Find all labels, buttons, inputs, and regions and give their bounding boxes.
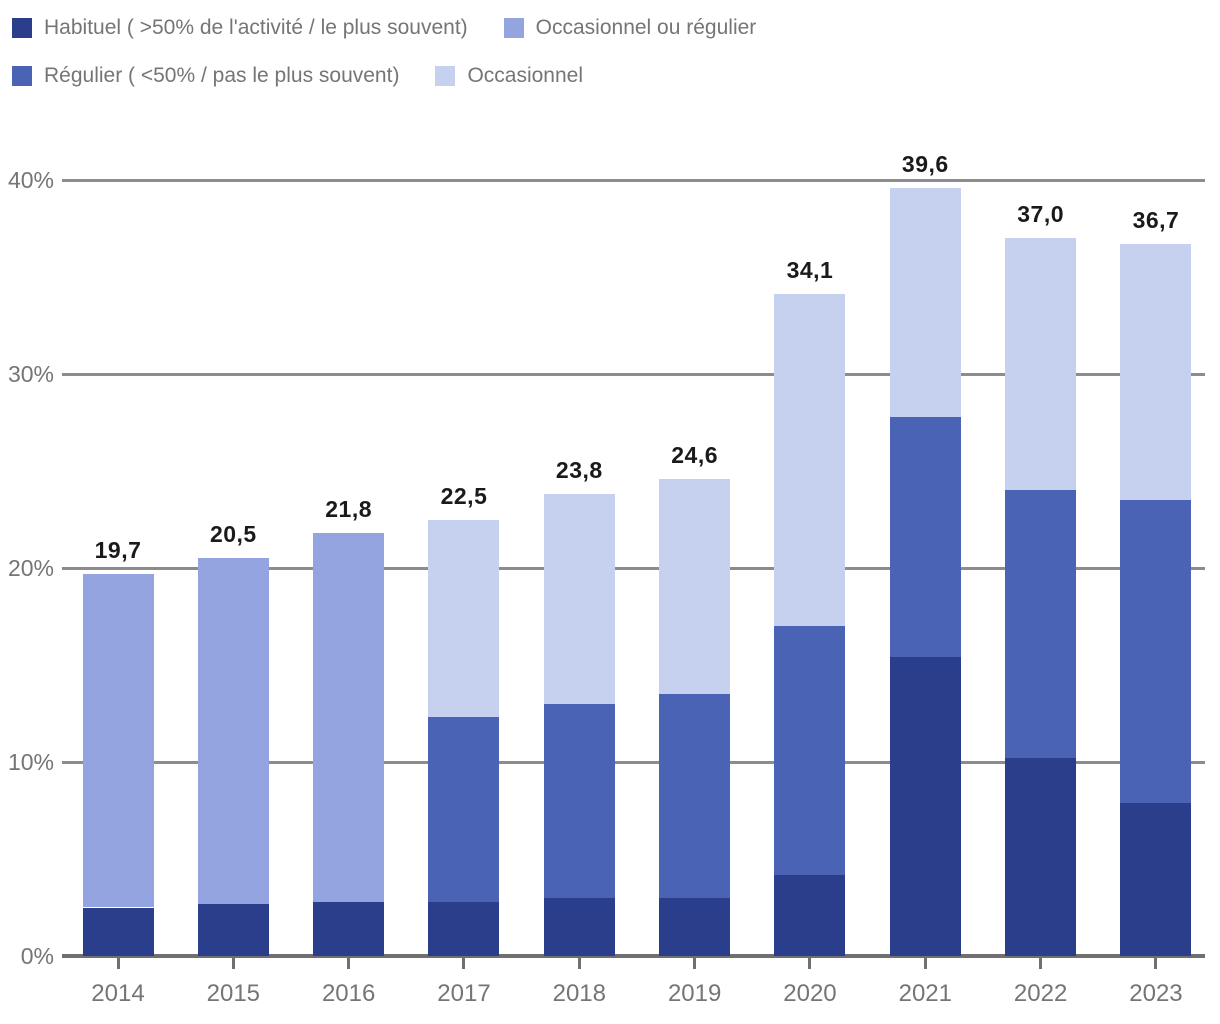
- legend-swatch-regulier: [12, 66, 32, 86]
- bar-segment-2020-régulier: [774, 626, 846, 875]
- x-axis-tick-2016: [347, 958, 351, 969]
- bar-2020: [774, 0, 846, 956]
- gridline-10: [62, 760, 1205, 764]
- bar-segment-2023-régulier: [1120, 500, 1192, 803]
- x-axis-label-2018: 2018: [552, 980, 606, 1007]
- x-axis-tick-2018: [577, 958, 581, 969]
- gridline-20: [62, 566, 1205, 570]
- total-label-2023: 36,7: [1132, 207, 1180, 234]
- x-axis-label-2017: 2017: [437, 980, 491, 1007]
- bar-2022: [1005, 0, 1077, 956]
- bar-segment-2016-occasionnel: [313, 533, 385, 902]
- total-label-2016: 21,8: [325, 496, 373, 523]
- chart-legend: Habituel ( >50% de l'activité / le plus …: [12, 16, 756, 88]
- total-label-2020: 34,1: [786, 257, 834, 284]
- bar-segment-2017-régulier: [428, 717, 500, 902]
- bar-segment-2021-régulier: [889, 416, 961, 658]
- bar-segment-2018-habituel: [543, 897, 615, 956]
- y-axis-label-40: 40%: [7, 167, 54, 193]
- x-axis-tick-2022: [1039, 958, 1043, 969]
- bar-2018: [543, 0, 615, 956]
- x-axis-label-2020: 2020: [783, 980, 837, 1007]
- bar-segment-2014-habituel: [82, 907, 154, 956]
- legend-row-2: Régulier ( <50% / pas le plus souvent) Oc…: [12, 64, 756, 88]
- bar-2015: [197, 0, 269, 956]
- bar-segment-2023-habituel: [1120, 802, 1192, 956]
- x-axis-line: [62, 954, 1205, 958]
- y-axis-label-20: 20%: [7, 555, 54, 581]
- bar-segment-2021-habituel: [889, 657, 961, 956]
- bar-segment-2020-habituel: [774, 874, 846, 956]
- bar-segment-2018-occasionnel: [543, 494, 615, 704]
- bar-segment-2020-occasionnel: [774, 294, 846, 627]
- legend-item-regulier: Régulier ( <50% / pas le plus souvent): [12, 64, 399, 88]
- bar-segment-2019-occasionnel: [659, 478, 731, 695]
- bar-2016: [313, 0, 385, 956]
- legend-label-regulier: Régulier ( <50% / pas le plus souvent): [44, 64, 400, 87]
- total-label-2014: 19,7: [94, 536, 142, 563]
- bar-segment-2017-occasionnel: [428, 519, 500, 718]
- bar-segment-2015-occasionnel: [197, 558, 269, 904]
- x-axis-label-2021: 2021: [898, 980, 952, 1007]
- bar-2019: [659, 0, 731, 956]
- gridline-30: [62, 372, 1205, 376]
- legend-item-occasionnel_ou_regulier: Occasionnel ou régulier: [503, 16, 757, 40]
- legend-swatch-occasionnel_ou_regulier: [503, 18, 524, 38]
- bar-segment-2022-habituel: [1005, 758, 1077, 956]
- legend-item-occasionnel: Occasionnel: [435, 64, 583, 88]
- total-label-2021: 39,6: [901, 150, 949, 177]
- bar-segment-2014-occasionnel: [82, 573, 154, 908]
- bar-segment-2019-régulier: [659, 694, 731, 898]
- x-axis-tick-2021: [923, 958, 927, 969]
- legend-swatch-occasionnel: [435, 66, 456, 86]
- total-label-2015: 20,5: [209, 521, 257, 548]
- legend-swatch-habituel: [12, 18, 32, 38]
- x-axis-label-2016: 2016: [321, 980, 376, 1007]
- bar-2017: [428, 0, 500, 956]
- gridline-40: [62, 178, 1205, 182]
- total-label-2018: 23,8: [555, 457, 603, 484]
- total-label-2019: 24,6: [671, 441, 719, 468]
- x-axis-tick-2023: [1154, 958, 1158, 969]
- bar-segment-2016-habituel: [313, 901, 385, 956]
- x-axis-label-2022: 2022: [1013, 980, 1068, 1007]
- bar-segment-2021-occasionnel: [889, 187, 961, 417]
- bar-2023: [1120, 0, 1192, 956]
- bar-segment-2019-habituel: [659, 897, 731, 956]
- legend-row-1: Habituel ( >50% de l'activité / le plus …: [12, 16, 756, 40]
- legend-label-occasionnel_ou_regulier: Occasionnel ou régulier: [535, 16, 757, 39]
- bar-2014: [82, 0, 154, 956]
- y-axis-label-0: 0%: [20, 943, 54, 969]
- x-axis-tick-2015: [231, 958, 235, 969]
- x-axis-tick-2019: [693, 958, 697, 969]
- x-axis-label-2019: 2019: [667, 980, 722, 1007]
- bar-segment-2022-régulier: [1005, 490, 1077, 759]
- bar-segment-2018-régulier: [543, 703, 615, 898]
- total-label-2017: 22,5: [440, 482, 488, 509]
- bar-segment-2022-occasionnel: [1005, 238, 1077, 491]
- x-axis-label-2023: 2023: [1129, 980, 1183, 1007]
- x-axis-tick-2020: [808, 958, 812, 969]
- bar-2021: [889, 0, 961, 956]
- bar-segment-2015-habituel: [197, 903, 269, 956]
- y-axis-label-30: 30%: [7, 361, 54, 387]
- legend-item-habituel: Habituel ( >50% de l'activité / le plus …: [12, 16, 468, 40]
- x-axis-label-2015: 2015: [206, 980, 261, 1007]
- x-axis-tick-2014: [116, 958, 120, 969]
- total-label-2022: 37,0: [1017, 201, 1064, 228]
- bar-segment-2023-occasionnel: [1120, 244, 1192, 501]
- x-axis-label-2014: 2014: [91, 980, 145, 1007]
- bar-segment-2017-habituel: [428, 901, 500, 956]
- legend-label-habituel: Habituel ( >50% de l'activité / le plus …: [44, 16, 468, 39]
- y-axis-label-10: 10%: [7, 749, 54, 775]
- x-axis-tick-2017: [462, 958, 466, 969]
- legend-label-occasionnel: Occasionnel: [467, 64, 584, 87]
